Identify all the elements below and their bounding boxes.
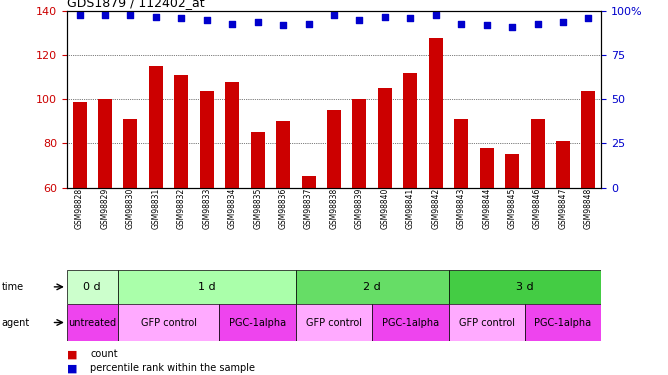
Bar [67,270,118,304]
Bar [525,304,601,341]
Text: GSM98839: GSM98839 [355,188,364,229]
Bar [296,304,372,341]
Text: GSM98843: GSM98843 [457,188,466,229]
Text: GSM98829: GSM98829 [100,188,110,229]
Bar [276,122,290,320]
Text: time: time [1,282,23,292]
Bar [200,91,214,320]
Bar [220,304,296,341]
Bar [98,99,112,320]
Point [583,15,594,21]
Text: GSM98840: GSM98840 [380,188,389,229]
Point [227,21,238,27]
Text: GSM98831: GSM98831 [152,188,160,229]
Bar [118,304,220,341]
Bar [378,88,392,320]
Bar [530,119,544,320]
Text: PGC-1alpha: PGC-1alpha [382,318,439,327]
Point [74,12,85,18]
Text: GSM98846: GSM98846 [533,188,542,229]
Bar [556,141,570,320]
Bar [301,177,315,320]
Text: GSM98835: GSM98835 [253,188,262,229]
Point [150,13,161,20]
Text: GSM98838: GSM98838 [329,188,339,229]
Text: 0 d: 0 d [84,282,101,292]
Text: GSM98834: GSM98834 [228,188,236,229]
Bar [505,154,519,320]
Text: PGC-1alpha: PGC-1alpha [229,318,286,327]
Point [176,15,186,21]
Text: GSM98842: GSM98842 [432,188,440,229]
Bar [448,270,601,304]
Text: GSM98828: GSM98828 [75,188,84,229]
Bar [296,270,448,304]
Text: GSM98830: GSM98830 [126,188,135,229]
Point [430,12,441,18]
Text: GSM98845: GSM98845 [508,188,516,229]
Point [558,19,568,25]
Bar [174,75,188,320]
Text: 3 d: 3 d [516,282,534,292]
Bar [581,91,595,320]
Bar [480,148,494,320]
Text: ■: ■ [67,363,77,373]
Point [278,22,289,28]
Text: GFP control: GFP control [306,318,362,327]
Bar [225,82,239,320]
Text: 1 d: 1 d [198,282,216,292]
Bar [429,38,443,320]
Text: untreated: untreated [68,318,116,327]
Point [354,17,365,23]
Bar [448,304,525,341]
Bar [353,99,367,320]
Bar [118,270,296,304]
Point [507,24,518,30]
Text: agent: agent [1,318,29,327]
Point [125,12,136,18]
Bar [250,132,265,320]
Text: GSM98844: GSM98844 [482,188,491,229]
Text: GDS1879 / 112402_at: GDS1879 / 112402_at [67,0,204,9]
Bar [124,119,138,320]
Bar [149,66,163,320]
Text: GFP control: GFP control [140,318,196,327]
Text: GFP control: GFP control [459,318,514,327]
Bar [372,304,448,341]
Point [100,12,110,18]
Text: GSM98836: GSM98836 [279,188,288,229]
Text: GSM98848: GSM98848 [584,188,593,229]
Text: ■: ■ [67,350,77,359]
Point [303,21,314,27]
Text: 2 d: 2 d [363,282,381,292]
Text: GSM98847: GSM98847 [558,188,568,229]
Point [456,21,466,27]
Point [253,19,263,25]
Point [532,21,543,27]
Bar [67,304,118,341]
Point [405,15,415,21]
Bar [73,102,87,320]
Text: percentile rank within the sample: percentile rank within the sample [90,363,255,373]
Text: GSM98841: GSM98841 [406,188,415,229]
Text: count: count [90,350,118,359]
Bar [454,119,468,320]
Point [482,22,492,28]
Text: GSM98837: GSM98837 [304,188,313,229]
Point [329,12,339,18]
Point [379,13,390,20]
Text: GSM98833: GSM98833 [202,188,211,229]
Bar [327,110,341,320]
Text: GSM98832: GSM98832 [177,188,186,229]
Bar [403,73,418,320]
Point [202,17,212,23]
Text: PGC-1alpha: PGC-1alpha [534,318,592,327]
